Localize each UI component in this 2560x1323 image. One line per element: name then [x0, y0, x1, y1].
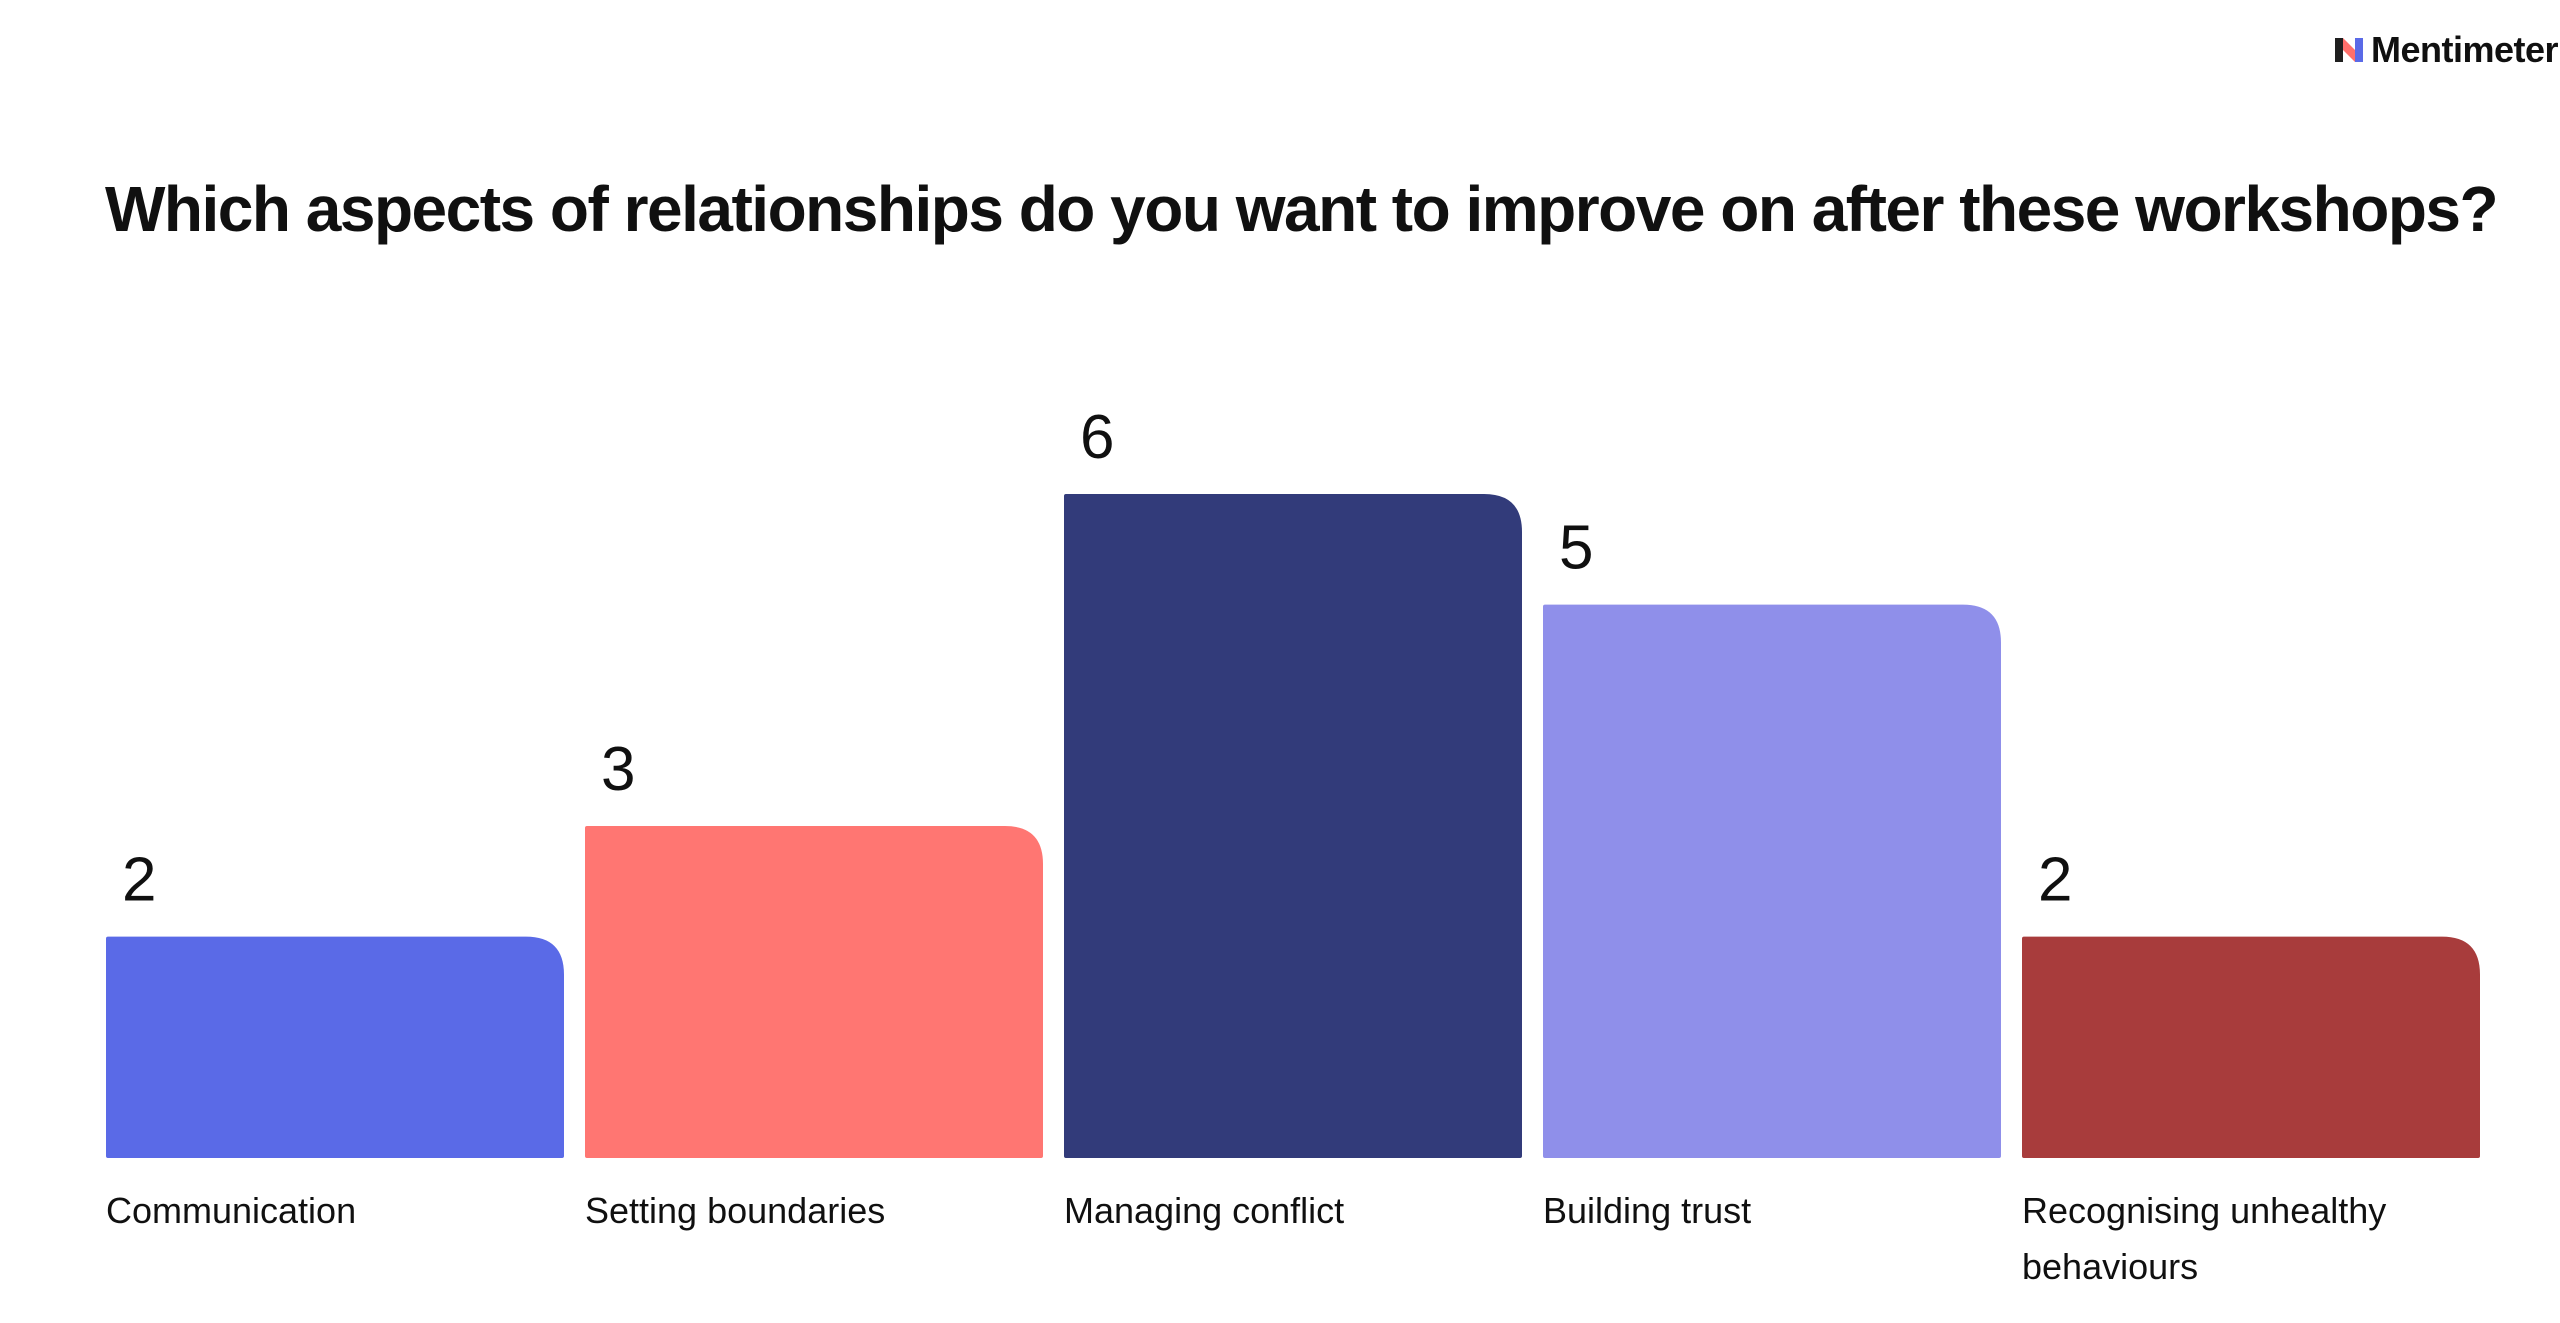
- mentimeter-logo-icon: [2334, 38, 2363, 62]
- bar-value-label: 3: [601, 735, 635, 804]
- brand: Mentimeter: [2334, 29, 2559, 70]
- brand-name: Mentimeter: [2370, 29, 2559, 70]
- category-label: Building trust: [1543, 1190, 1752, 1231]
- bar-value-label: 5: [1559, 514, 1593, 583]
- category-label: Managing conflict: [1064, 1190, 1345, 1231]
- bar-4: [1543, 604, 2001, 1158]
- bar-value-label: 6: [1080, 403, 1114, 472]
- bar-3: [1064, 494, 1522, 1158]
- bar-5: [2022, 936, 2480, 1158]
- question-title: Which aspects of relationships do you wa…: [105, 173, 2499, 245]
- bar-value-label: 2: [122, 846, 156, 915]
- category-label: Recognising unhealthy behaviours: [2022, 1190, 2387, 1287]
- bar-value-label: 2: [2038, 846, 2072, 915]
- category-label: Setting boundaries: [585, 1190, 886, 1231]
- bar-2: [585, 826, 1043, 1158]
- bar-1: [106, 936, 564, 1158]
- category-label: Communication: [106, 1190, 357, 1231]
